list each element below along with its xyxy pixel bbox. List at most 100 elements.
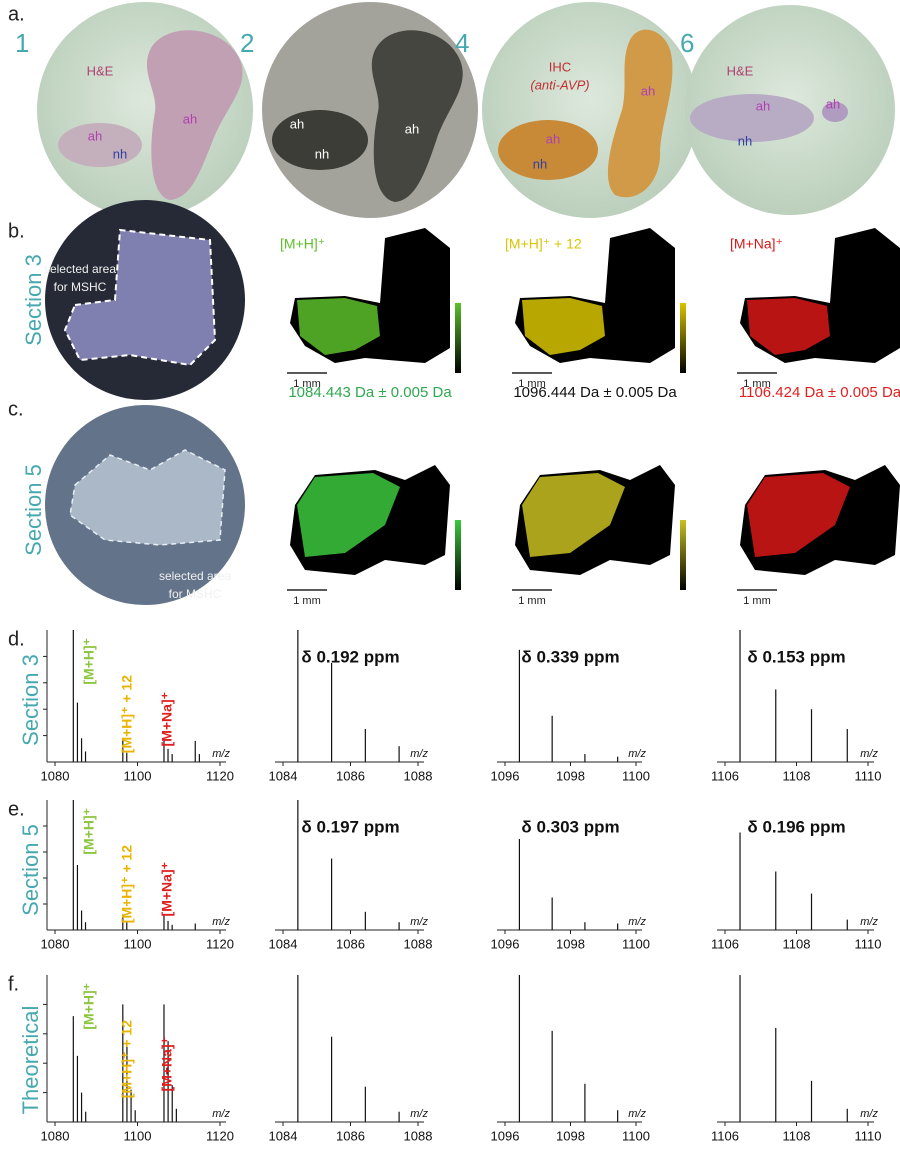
colorbar: [455, 303, 461, 373]
x-axis-label: m/z: [860, 748, 878, 760]
ion-title: [M+Na]⁺: [730, 236, 783, 252]
x-tick-label: 1080: [41, 768, 70, 783]
tissue-label: ah: [183, 111, 197, 126]
ion-annotation: [M+Na]⁺: [159, 862, 175, 916]
x-tick-label: 1084: [269, 1128, 298, 1143]
section-label: Section 5: [18, 824, 43, 916]
x-axis-label: m/z: [860, 1108, 878, 1120]
section-number: 4: [455, 28, 469, 58]
x-tick-label: 1108: [783, 936, 811, 951]
x-tick-label: 1100: [622, 1128, 650, 1143]
overlay-text: selected area: [44, 262, 116, 276]
section-label: Section 3: [18, 654, 43, 746]
mass-error: δ 0.153 ppm: [747, 647, 845, 666]
tissue-label: ah: [546, 131, 560, 146]
tissue-label: ah: [826, 96, 840, 111]
overlay-text: selected area: [159, 569, 231, 583]
ion-annotation: [M+H]⁺ + 12: [119, 845, 135, 923]
x-axis-label: m/z: [410, 1108, 428, 1120]
section-label: Section 3: [21, 254, 46, 346]
x-tick-label: 1098: [556, 936, 585, 951]
scale-label: 1 mm: [743, 595, 771, 607]
panel-label: d.: [8, 628, 25, 650]
x-tick-label: 1100: [124, 1128, 152, 1143]
tissue-label: ah: [88, 128, 102, 143]
panel-label: c.: [8, 398, 24, 420]
x-tick-label: 1120: [206, 1128, 234, 1143]
x-tick-label: 1106: [711, 768, 739, 783]
panel-label: e.: [8, 798, 25, 820]
x-tick-label: 1108: [783, 1128, 811, 1143]
ion-annotation: [M+Na]⁺: [159, 692, 175, 746]
tissue-label: H&E: [87, 63, 114, 78]
x-tick-label: 1084: [269, 768, 298, 783]
ion-title: [M+H]⁺ + 12: [505, 236, 582, 252]
tissue-label: ah: [405, 121, 419, 136]
figure: a.1H&Eahahnh2ahnhah4IHC(anti-AVP)ahahnh6…: [0, 0, 900, 1155]
panel-label: b.: [8, 220, 25, 242]
tissue-label: nh: [113, 146, 127, 161]
ion-annotation: [M+H]⁺: [81, 638, 97, 685]
x-tick-label: 1096: [491, 768, 520, 783]
overlay-text: for MSHC: [54, 280, 107, 294]
x-tick-label: 1088: [404, 1128, 433, 1143]
mass-error: δ 0.339 ppm: [521, 647, 619, 666]
mass-error: δ 0.192 ppm: [301, 647, 399, 666]
x-tick-label: 1086: [336, 768, 365, 783]
tissue-label: ah: [756, 98, 770, 113]
section-number: 6: [680, 28, 694, 58]
x-tick-label: 1100: [124, 768, 152, 783]
x-axis-label: m/z: [628, 1108, 646, 1120]
x-tick-label: 1108: [783, 768, 811, 783]
x-tick-label: 1088: [404, 768, 433, 783]
ion-annotation: [M+H]⁺: [81, 983, 97, 1030]
x-axis-label: m/z: [628, 916, 646, 928]
mass-label: 1106.424 Da ± 0.005 Da: [739, 384, 900, 401]
x-tick-label: 1120: [206, 936, 234, 951]
colorbar: [680, 303, 686, 373]
x-tick-label: 1100: [622, 936, 650, 951]
section-label: Theoretical: [18, 1006, 43, 1115]
x-tick-label: 1110: [855, 1128, 882, 1143]
x-tick-label: 1084: [269, 936, 298, 951]
x-tick-label: 1106: [711, 1128, 739, 1143]
ion-annotation: [M+H]⁺ + 12: [119, 1020, 135, 1098]
panel-label: a.: [8, 3, 25, 25]
mass-label: 1084.443 Da ± 0.005 Da: [288, 384, 452, 401]
x-tick-label: 1080: [41, 1128, 70, 1143]
x-tick-label: 1098: [556, 1128, 585, 1143]
colorbar: [680, 520, 686, 590]
x-tick-label: 1110: [855, 936, 882, 951]
tissue-label: ah: [290, 116, 304, 131]
x-axis-label: m/z: [212, 748, 230, 760]
section-label: Section 5: [21, 464, 46, 556]
ion-annotation: [M+H]⁺ + 12: [119, 675, 135, 753]
tissue-label: H&E: [727, 63, 754, 78]
x-axis-label: m/z: [410, 748, 428, 760]
tissue-label: nh: [533, 156, 547, 171]
x-tick-label: 1098: [556, 768, 585, 783]
x-tick-label: 1080: [41, 936, 70, 951]
x-tick-label: 1086: [336, 1128, 365, 1143]
panel-label: f.: [8, 973, 19, 995]
tissue-label: ah: [641, 83, 655, 98]
tissue-label: nh: [315, 146, 329, 161]
x-tick-label: 1110: [855, 768, 882, 783]
mass-error: δ 0.197 ppm: [301, 817, 399, 836]
tissue-label: nh: [738, 133, 752, 148]
x-tick-label: 1100: [124, 936, 152, 951]
section-number: 2: [240, 28, 254, 58]
scale-label: 1 mm: [293, 595, 321, 607]
colorbar: [455, 520, 461, 590]
ion-annotation: [M+Na]⁺: [159, 1037, 175, 1091]
x-axis-label: m/z: [212, 916, 230, 928]
x-tick-label: 1100: [622, 768, 650, 783]
x-axis-label: m/z: [212, 1108, 230, 1120]
x-tick-label: 1096: [491, 936, 520, 951]
mass-error: δ 0.303 ppm: [521, 817, 619, 836]
tissue-label: (anti-AVP): [530, 77, 589, 92]
x-axis-label: m/z: [860, 916, 878, 928]
x-tick-label: 1086: [336, 936, 365, 951]
x-axis-label: m/z: [410, 916, 428, 928]
overlay-text: for MSHC: [169, 587, 222, 601]
